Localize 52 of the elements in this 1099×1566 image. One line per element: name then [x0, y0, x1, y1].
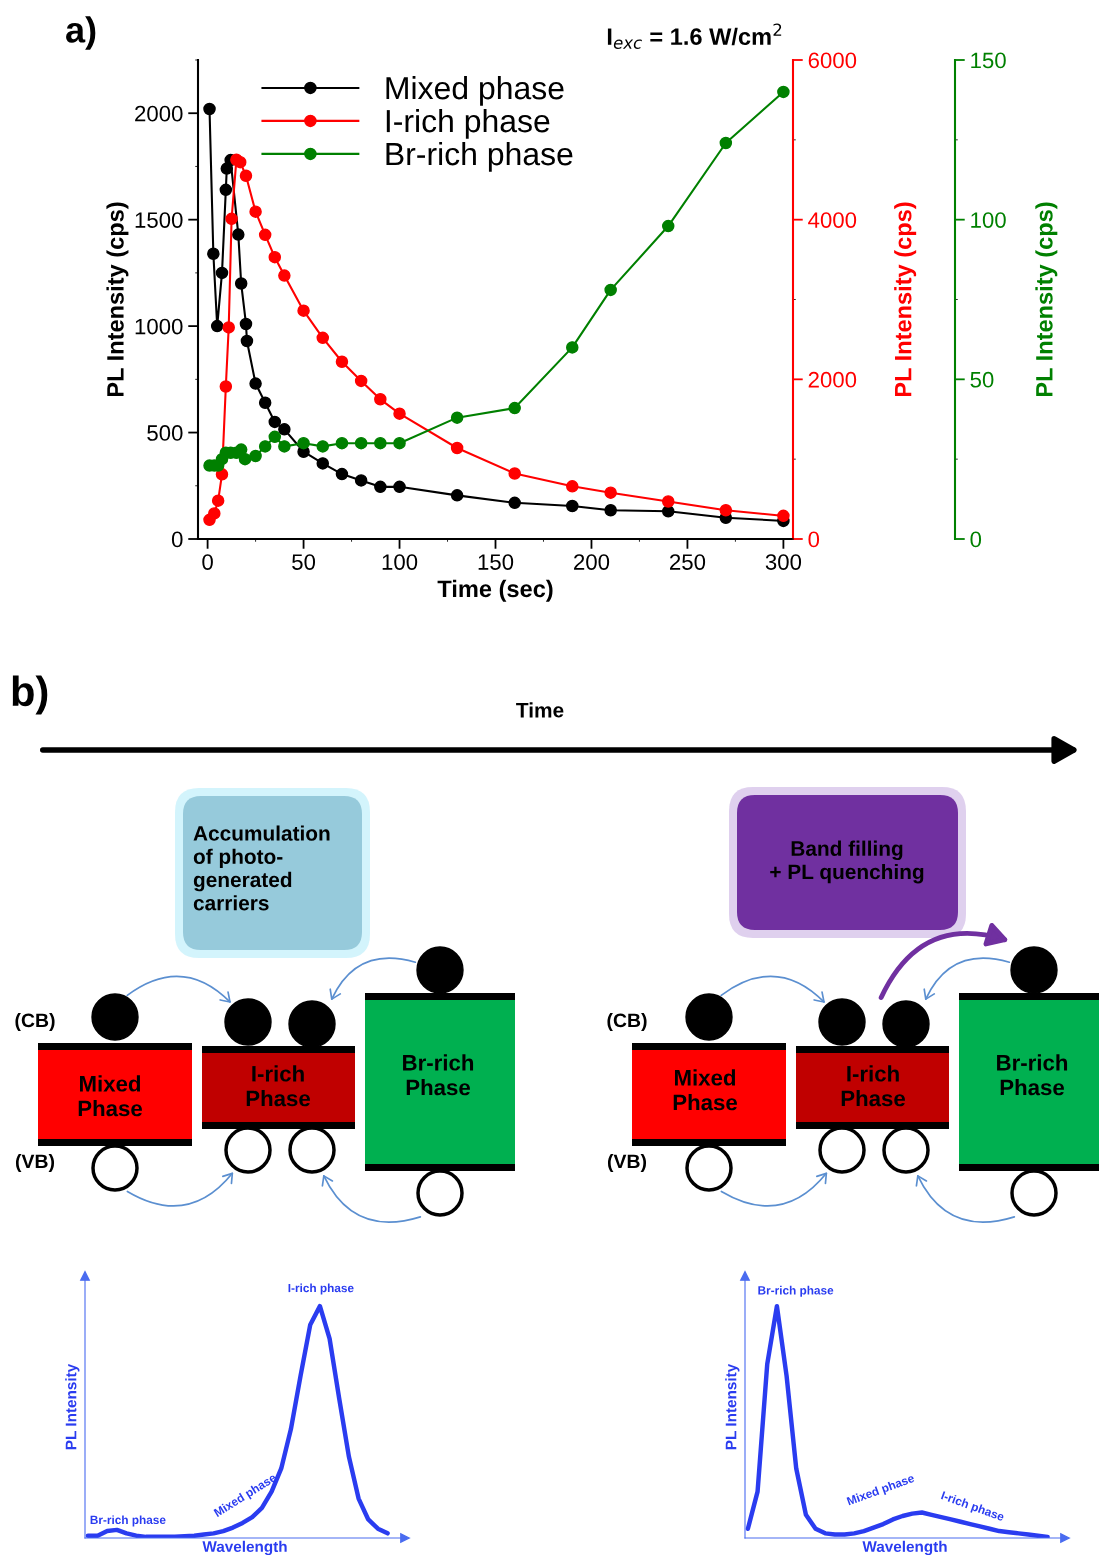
y2-axis-title: PL Intensity (cps) [894, 202, 917, 397]
y-tick-label: 2000 [135, 105, 183, 122]
x-axis-title: Wavelength [862, 1540, 947, 1556]
text: Accumulation of photo- generated carriers [193, 825, 330, 911]
x-tick-label: 50 [292, 554, 316, 570]
text: I-rich phase [288, 1283, 354, 1295]
y2-tick-label: 0 [808, 531, 820, 548]
text: Br-rich Phase [997, 1054, 1068, 1096]
x-tick-label: 200 [574, 554, 610, 570]
text: I-rich Phase [841, 1065, 905, 1107]
y2-tick-label: 2000 [808, 371, 857, 388]
y-axis-title: PL Intensity [65, 1363, 80, 1450]
legend-label: Br-rich phase [386, 141, 573, 172]
x-axis-title: Wavelength [202, 1540, 287, 1556]
annotation: Br-rich phase [90, 1515, 166, 1527]
x-tick-label: 250 [670, 554, 706, 570]
text: (VB) [607, 1153, 647, 1173]
annotation: I-rich phase [940, 1490, 1005, 1524]
legend-label: I-rich phase [386, 108, 550, 139]
y3-tick-label: 50 [970, 371, 994, 388]
text: Time [516, 702, 564, 718]
x-tick-label: 0 [202, 554, 213, 570]
text: Mixed Phase [673, 1069, 737, 1111]
text: Br-rich Phase [403, 1054, 474, 1096]
x-tick-label: 150 [478, 554, 514, 570]
y2-tick-label: 6000 [808, 52, 857, 69]
y-axis-title: PL Intensity (cps) [106, 202, 129, 397]
text: b) [12, 675, 48, 715]
text: I$_{exc}$ = 1.6 W/cm$^{2}$ [607, 23, 782, 49]
text: I-rich Phase [246, 1065, 310, 1107]
chart-title: a) [66, 16, 96, 50]
x-axis-title: Time (sec) [437, 579, 553, 602]
y-tick-label: 0 [171, 531, 183, 548]
x-tick-label: 100 [382, 554, 418, 570]
text: (CB) [607, 1012, 647, 1032]
y3-axis-title: PL Intensity (cps) [1035, 202, 1058, 397]
y-tick-label: 1000 [135, 318, 183, 335]
text: (CB) [15, 1012, 55, 1032]
y-axis-title: PL Intensity [725, 1363, 740, 1450]
text: (VB) [15, 1153, 55, 1173]
annotation: Mixed phase [846, 1473, 916, 1508]
y-tick-label: 500 [147, 425, 183, 441]
y-tick-label: 1500 [135, 212, 183, 228]
y3-tick-label: 0 [970, 531, 982, 548]
y2-tick-label: 4000 [808, 212, 857, 228]
y3-tick-label: 150 [971, 52, 1006, 69]
text: Br-rich phase [758, 1285, 834, 1297]
text: Mixed Phase [78, 1075, 142, 1117]
x-tick-label: 300 [765, 554, 802, 570]
text: Band filling + PL quenching [770, 840, 924, 884]
y3-tick-label: 100 [971, 212, 1006, 228]
legend-label: Mixed phase [386, 75, 564, 106]
